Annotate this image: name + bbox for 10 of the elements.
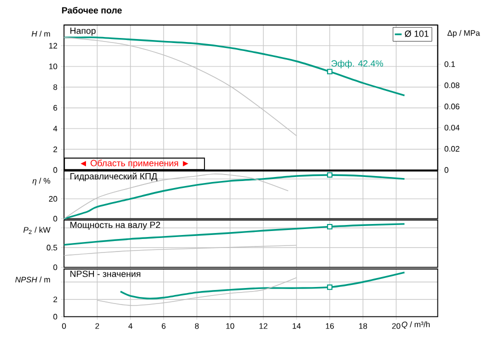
line-series	[63, 36, 406, 96]
legend-label: Ø 101	[404, 30, 428, 38]
annotation: Мощность на валу P2	[70, 222, 160, 230]
annotation: Напор	[70, 28, 96, 36]
line-series	[63, 223, 406, 246]
annotation: NPSH - значения	[70, 270, 140, 278]
annotation: Гидравлический КПД	[70, 172, 158, 182]
chart-title: Рабочее поле	[62, 6, 122, 14]
annotation: ◄ Область применения ►	[80, 160, 188, 168]
annotation: Эфф. 42.4%	[331, 60, 384, 68]
